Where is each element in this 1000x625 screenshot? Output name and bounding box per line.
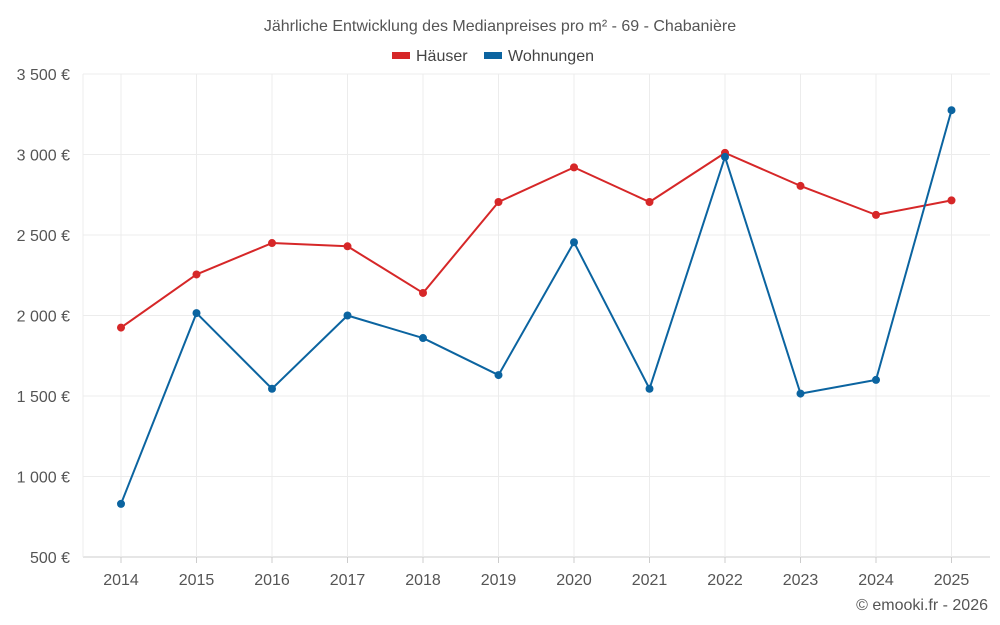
x-tick-label: 2020 [556, 572, 592, 589]
chart-title: Jährliche Entwicklung des Medianpreises … [264, 18, 736, 35]
data-point-wohnungen [872, 375, 880, 384]
x-axis-ticks: 2014 2015 2016 2017 2018 2019 2020 2021 2022 2023… [103, 572, 969, 589]
x-tick-label: 2024 [858, 572, 894, 589]
data-point-wohnungen [947, 106, 956, 115]
legend-label-haeuser[interactable]: Häuser [416, 48, 468, 65]
data-point-wohnungen [796, 389, 805, 398]
data-point-wohnungen [721, 152, 729, 161]
data-point-haeuser [419, 288, 427, 297]
x-tick-label: 2025 [934, 572, 970, 589]
series-line-wohnungen [120, 109, 953, 505]
y-tick-label: 2 000 € [17, 309, 70, 326]
data-point-haeuser [268, 239, 276, 248]
data-point-wohnungen [117, 499, 125, 508]
x-tick-label: 2018 [405, 572, 441, 589]
y-tick-label: 2 500 € [17, 228, 70, 245]
credit-text: © emooki.fr - 2026 [856, 597, 988, 614]
data-point-haeuser [343, 242, 352, 251]
data-point-haeuser [796, 181, 805, 190]
data-point-wohnungen [192, 309, 201, 318]
y-tick-label: 1 000 € [17, 470, 70, 487]
x-tick-label: 2019 [481, 572, 517, 589]
series-line-haeuser [120, 151, 952, 329]
data-point-haeuser [872, 210, 880, 219]
data-point-haeuser [117, 323, 125, 332]
x-tick-label: 2014 [103, 572, 139, 589]
data-point-wohnungen [645, 384, 654, 393]
series-points [117, 106, 956, 508]
legend: Häuser Wohnungen [392, 48, 594, 65]
data-point-haeuser [645, 197, 654, 206]
y-tick-label: 3 500 € [17, 67, 70, 84]
legend-swatch-wohnungen [484, 52, 502, 59]
y-tick-label: 1 500 € [17, 389, 70, 406]
x-tick-label: 2015 [179, 572, 215, 589]
data-point-wohnungen [494, 371, 503, 380]
data-point-wohnungen [570, 238, 578, 247]
x-tick-label: 2021 [632, 572, 668, 589]
x-tick-label: 2016 [254, 572, 290, 589]
x-tick-label: 2022 [707, 572, 743, 589]
x-tick-label: 2017 [330, 572, 366, 589]
data-point-wohnungen [343, 311, 352, 320]
grid [82, 73, 990, 563]
data-point-haeuser [570, 163, 578, 172]
legend-label-wohnungen[interactable]: Wohnungen [508, 48, 594, 65]
data-point-wohnungen [268, 384, 276, 393]
y-tick-label: 500 € [30, 550, 70, 567]
y-axis-ticks: 500 € 1 000 € 1 500 € 2 000 € 2 500 € 3 000 €… [17, 67, 70, 567]
data-point-haeuser [192, 270, 201, 279]
legend-swatch-haeuser [392, 52, 410, 59]
x-tick-label: 2023 [783, 572, 819, 589]
y-tick-label: 3 000 € [17, 148, 70, 165]
series-lines [120, 109, 953, 505]
data-point-haeuser [494, 197, 503, 206]
data-point-haeuser [947, 196, 956, 205]
data-point-wohnungen [419, 334, 427, 343]
